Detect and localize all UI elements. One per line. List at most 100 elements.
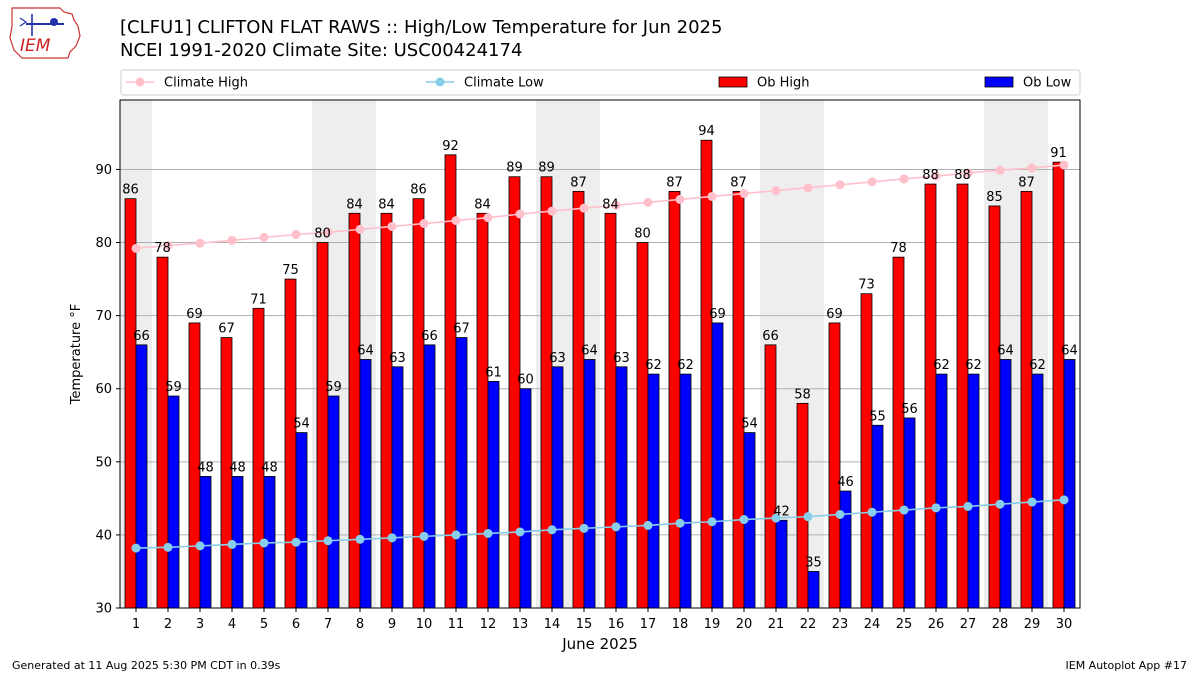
climate-high-point [227,235,237,245]
ob-high-bar [892,256,905,609]
ob-high-label: 88 [954,168,971,183]
ob-low-bar [839,490,852,609]
ob-low-label: 64 [997,343,1014,358]
ob-high-label: 80 [314,227,331,242]
ob-low-label: 55 [869,409,886,424]
climate-high-point [483,213,493,223]
ob-high-bar [572,190,585,609]
ob-low-bar [423,344,436,609]
climate-low-point [867,507,877,517]
x-axis: 1 2 3 4 5 6 7 8 9 10 11 12 13 14 15 16 17 18 19 20 21 22 23 24 2… [132,608,1072,632]
ob-low-bar [775,519,788,609]
legend-label: Climate Low [464,76,544,91]
ob-low-bar [135,344,148,609]
climate-low-point [1059,495,1069,505]
ob-low-bar [935,373,948,609]
ob-high-label: 92 [442,139,459,154]
legend-bar-swatch [984,76,1014,88]
ob-high-label: 87 [1018,175,1035,190]
climate-low-point [963,501,973,511]
ob-high-label: 67 [218,322,235,337]
ob-high-label: 78 [154,241,171,256]
climate-high-point [1059,160,1069,170]
ob-high-label: 58 [794,387,811,402]
ob-high-label: 87 [666,175,683,190]
y-tick-label: 90 [95,163,112,178]
y-tick-label: 50 [95,455,112,470]
ob-low-label: 66 [421,329,438,344]
ob-low-bar [583,359,596,609]
ob-low-bar [327,395,340,609]
ob-low-bar [967,373,980,609]
chart-subtitle: NCEI 1991-2020 Climate Site: USC00424174 [120,40,523,61]
climate-high-point [387,221,397,231]
ob-high-bar [700,139,713,609]
ob-high-label: 71 [250,292,267,307]
ob-low-bar [1063,359,1076,609]
climate-low-point [355,534,365,544]
x-tick-label: 20 [736,617,753,632]
x-tick-label: 10 [416,617,433,632]
x-tick-label: 28 [992,617,1009,632]
climate-high-point [931,171,941,181]
ob-high-label: 89 [538,161,555,176]
x-tick-label: 16 [608,617,625,632]
ob-low-bar [455,337,468,609]
ob-low-label: 62 [1029,358,1046,373]
x-tick-label: 3 [196,617,204,632]
climate-high-point [355,224,365,234]
legend-label: Ob Low [1023,76,1072,91]
ob-high-bar [1052,161,1065,609]
climate-high-point [515,209,525,219]
ob-high-bar [732,190,745,609]
climate-low-point [259,538,269,548]
ob-high-label: 84 [346,197,363,212]
y-tick-label: 30 [95,602,112,617]
ob-low-bar [391,366,404,609]
climate-low-point [387,533,397,543]
ob-high-bar [412,198,425,609]
ob-high-label: 89 [506,161,523,176]
x-tick-label: 24 [864,617,881,632]
x-tick-label: 7 [324,617,332,632]
x-tick-label: 17 [640,617,657,632]
data-labels: 86 66 78 59 69 48 67 48 71 48 75 54 80 59 84 64 84 63 86 66… [122,124,1078,570]
ob-high-label: 86 [410,183,427,198]
ob-low-label: 56 [901,402,918,417]
x-tick-label: 13 [512,617,529,632]
ob-high-label: 75 [282,263,299,278]
x-tick-label: 9 [388,617,396,632]
x-tick-label: 6 [292,617,300,632]
ob-low-label: 62 [645,358,662,373]
climate-low-point [451,530,461,540]
x-tick-label: 21 [768,617,785,632]
ob-low-label: 54 [293,417,310,432]
ob-low-bar [999,359,1012,609]
climate-high-point [611,200,621,210]
climate-high-point [419,219,429,229]
climate-low-point [195,541,205,551]
climate-low-point [1027,497,1037,507]
climate-high-point [899,174,909,184]
ob-high-label: 87 [730,175,747,190]
climate-high-point [643,197,653,207]
plot-frame [119,99,1081,609]
climate-low-point [483,528,493,538]
ob-high-bar [796,402,809,609]
ob-low-bar [487,381,500,609]
legend-label: Climate High [164,76,248,91]
climate-high-point [195,238,205,248]
ob-high-bar [476,212,489,609]
climate-low-point [163,542,173,552]
climate-lines [131,160,1069,553]
x-axis-label: June 2025 [561,635,638,653]
ob-low-bar [615,366,628,609]
ob-low-bar [647,373,660,609]
ob-low-bar [167,395,180,609]
ob-high-label: 80 [634,227,651,242]
ob-low-bar [1031,373,1044,609]
climate-high-point [323,227,333,237]
ob-high-label: 69 [186,307,203,322]
ob-low-label: 63 [389,351,406,366]
climate-high-point [707,191,717,201]
